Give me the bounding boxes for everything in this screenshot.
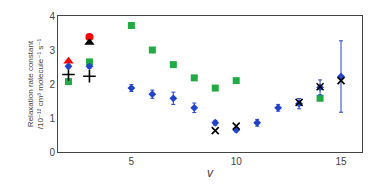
svg-text:1: 1	[49, 113, 55, 124]
svg-text:4: 4	[49, 11, 55, 22]
svg-text:3: 3	[49, 45, 55, 56]
svg-text:v: v	[207, 166, 214, 180]
svg-text:10: 10	[231, 156, 243, 167]
svg-text:0: 0	[49, 147, 55, 158]
svg-text:5: 5	[129, 156, 135, 167]
svg-text:Relaxation rate constant/10⁻¹²: Relaxation rate constant/10⁻¹² cm³ molec…	[26, 38, 45, 129]
svg-text:2: 2	[49, 79, 55, 90]
svg-text:15: 15	[335, 156, 347, 167]
